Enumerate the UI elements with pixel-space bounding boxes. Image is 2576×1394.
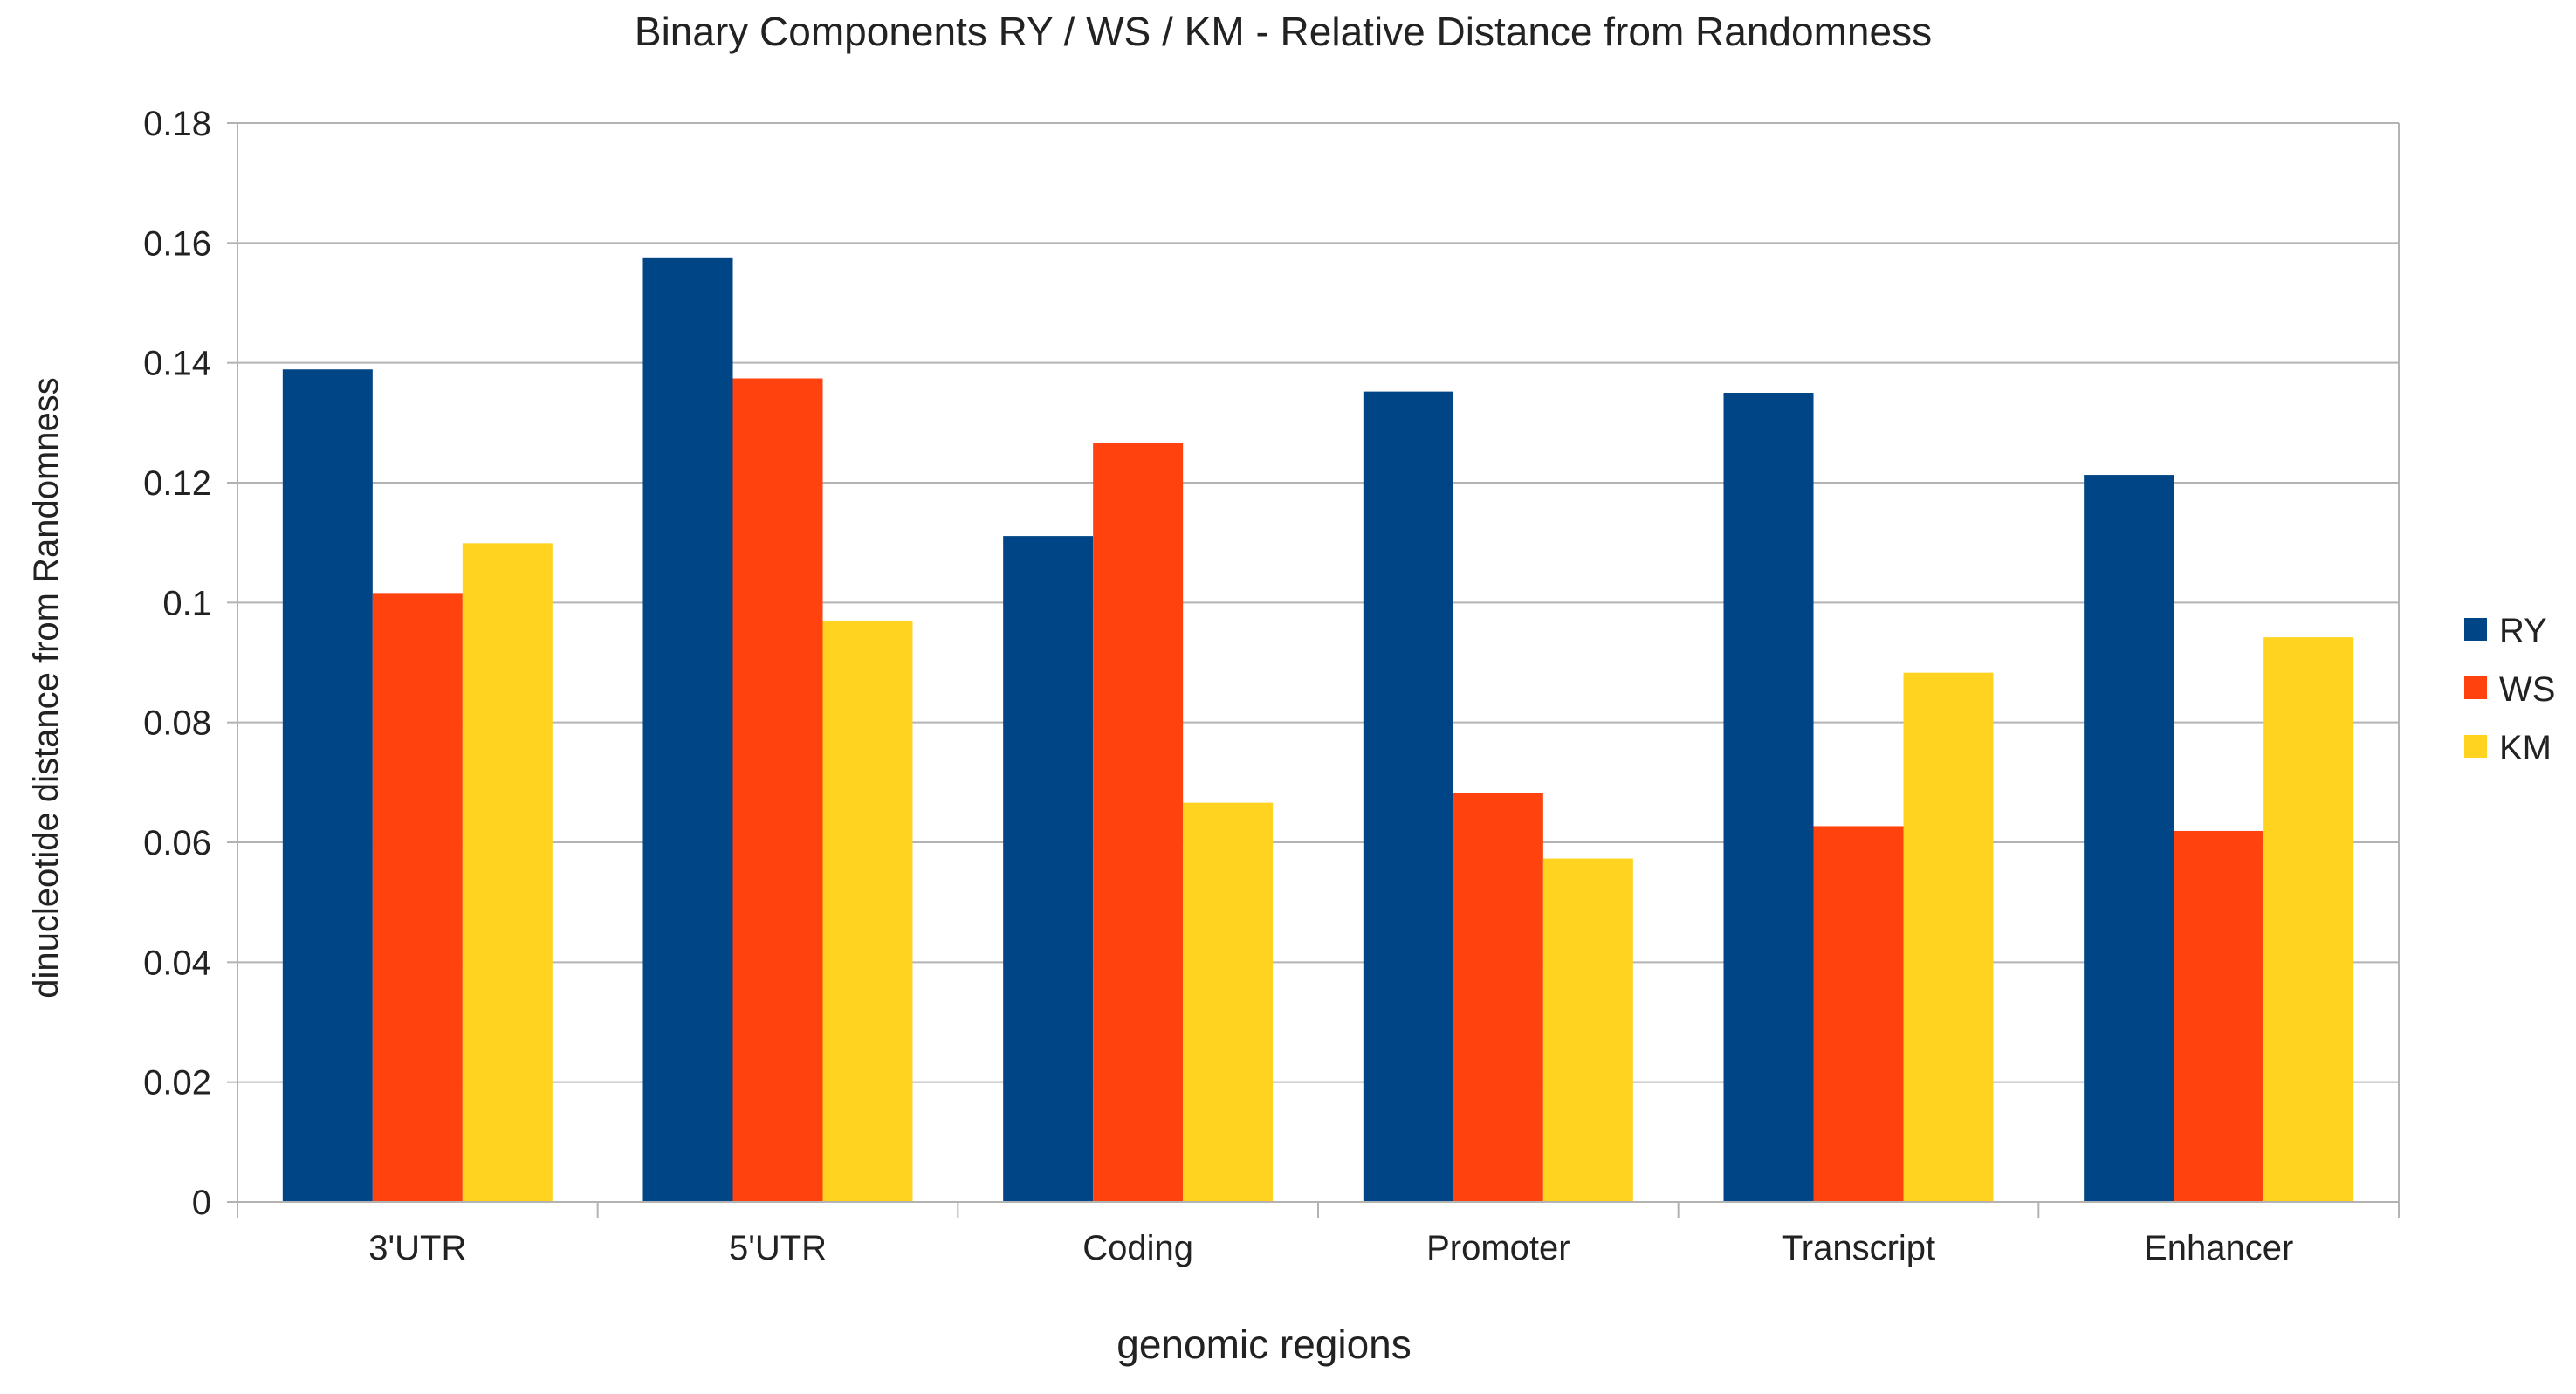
bar-km-5 xyxy=(2263,637,2354,1202)
bar-ry-5 xyxy=(2084,475,2174,1202)
legend-swatch-km xyxy=(2464,735,2487,758)
legend-swatch-ry xyxy=(2464,618,2487,641)
y-tick-label: 0.06 xyxy=(143,824,211,862)
bar-ws-2 xyxy=(1093,443,1184,1202)
bar-km-2 xyxy=(1183,802,1274,1202)
x-tick-label: Enhancer xyxy=(2144,1229,2293,1267)
x-tick-label: Promoter xyxy=(1426,1229,1570,1267)
bar-ry-0 xyxy=(282,369,373,1203)
bar-ry-3 xyxy=(1363,391,1453,1202)
x-tick-label: 5'UTR xyxy=(729,1229,827,1267)
y-axis-label: dinucleotide distance from Randomness xyxy=(27,377,65,999)
x-tick-label: Coding xyxy=(1082,1229,1193,1267)
y-tick-label: 0.08 xyxy=(143,704,211,743)
y-tick-label: 0.1 xyxy=(162,584,211,622)
bar-km-0 xyxy=(462,543,553,1202)
bars-layer xyxy=(282,257,2354,1203)
legend-label-ws: WS xyxy=(2499,670,2555,709)
x-tick-label: Transcript xyxy=(1782,1229,1935,1267)
y-tick-label: 0.12 xyxy=(143,464,211,503)
bar-ws-3 xyxy=(1453,793,1543,1202)
legend-label-km: KM xyxy=(2499,729,2552,767)
bar-ry-4 xyxy=(1723,393,1814,1202)
bar-ws-1 xyxy=(732,378,823,1202)
bar-ws-0 xyxy=(372,593,463,1202)
y-tick-label: 0.18 xyxy=(143,105,211,143)
bar-ws-5 xyxy=(2174,830,2264,1202)
y-tick-label: 0.14 xyxy=(143,345,211,383)
legend-label-ry: RY xyxy=(2499,612,2547,650)
bar-km-4 xyxy=(1903,672,1994,1202)
legend-swatch-ws xyxy=(2464,676,2487,699)
y-tick-label: 0.04 xyxy=(143,944,211,982)
grid-layer xyxy=(237,122,2399,1203)
bar-km-1 xyxy=(822,620,913,1202)
axis-layer: 0 0.02 0.04 0.06 0.08 0.1 0.12 0.14 0.16 0.18 3'UT… xyxy=(143,105,2400,1267)
bar-ws-4 xyxy=(1813,826,1904,1202)
y-tick-label: 0.02 xyxy=(143,1064,211,1102)
bar-km-3 xyxy=(1542,858,1633,1202)
x-tick-label: 3'UTR xyxy=(368,1229,466,1267)
chart-title: Binary Components RY / WS / KM - Relativ… xyxy=(635,9,1932,54)
bar-ry-1 xyxy=(642,257,733,1202)
y-tick-label: 0 xyxy=(192,1184,211,1222)
bar-ry-2 xyxy=(1003,536,1094,1202)
x-axis-label: genomic regions xyxy=(1116,1322,1412,1367)
legend: RY WS KM xyxy=(2464,612,2555,767)
y-tick-label: 0.16 xyxy=(143,224,211,263)
